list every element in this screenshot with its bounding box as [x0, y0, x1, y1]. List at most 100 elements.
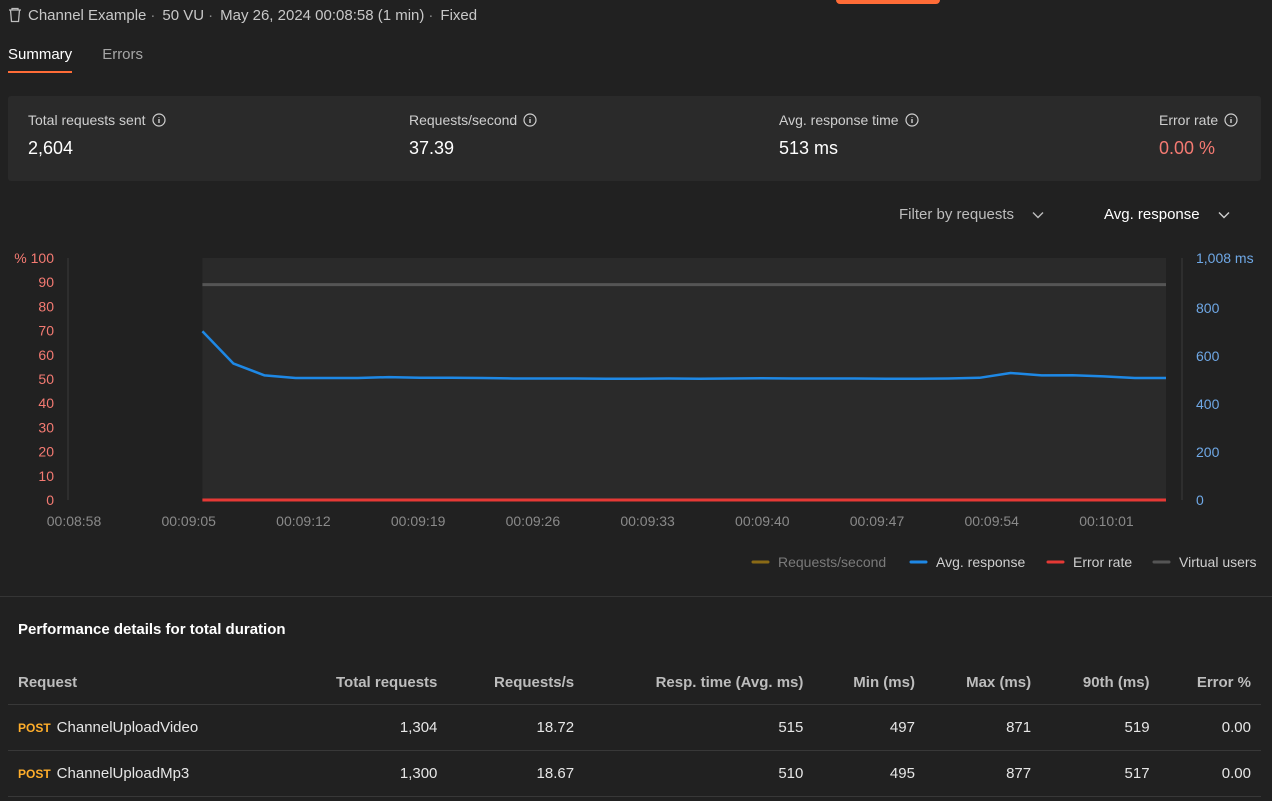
x-axis-tick-label: 00:09:33 [620, 513, 675, 529]
right-axis-max-label: 1,008 ms [1196, 250, 1254, 266]
cell-min: 495 [813, 750, 925, 797]
cell-error: 0.00 [1159, 750, 1261, 797]
x-axis-tick-label: 00:08:58 [47, 513, 102, 529]
run-again-button[interactable] [836, 0, 940, 4]
cell-max: 871 [924, 704, 1042, 751]
column-header: Min (ms) [813, 660, 925, 705]
http-method-badge: POST [18, 721, 51, 735]
table-header-row: Request Total requests Requests/s Resp. … [8, 660, 1261, 705]
load-profile: Fixed [440, 6, 478, 24]
dropdown-label: Avg. response [1104, 206, 1200, 223]
run-timestamp: May 26, 2024 00:08:58 (1 min) [220, 6, 425, 24]
x-axis-tick-label: 00:10:01 [1079, 513, 1134, 529]
right-axis-tick-label: 600 [1196, 348, 1220, 364]
left-axis-tick-label: 10 [38, 468, 54, 484]
section-divider [0, 596, 1272, 597]
left-axis-tick-label: 90 [38, 274, 54, 290]
performance-title: Performance details for total duration [18, 621, 286, 638]
summary-panel: Total requests sent 2,604 Requests/secon… [8, 96, 1261, 181]
cell-avg: 515 [584, 704, 814, 751]
cell-total: 1,300 [281, 750, 448, 797]
legend-item: Error rate [1073, 554, 1132, 570]
cell-rps: 18.72 [447, 704, 585, 751]
chevron-down-icon [1218, 211, 1230, 218]
cell-rps: 18.67 [447, 750, 585, 797]
cell-max: 877 [924, 750, 1042, 797]
left-axis-tick-label: 60 [38, 347, 54, 363]
legend-item: Virtual users [1179, 554, 1257, 570]
left-axis-tick-label: 30 [38, 419, 54, 435]
cell-p90: 517 [1041, 750, 1160, 797]
metric-label: Avg. response time [779, 112, 899, 128]
right-axis-tick-label: 200 [1196, 444, 1220, 460]
x-axis-tick-label: 00:09:19 [391, 513, 446, 529]
performance-chart: 0 10 20 30 40 50 60 70 80 90 % 100 0 200 400 600 800 1,0… [14, 250, 1257, 570]
collection-icon [9, 7, 21, 23]
x-axis-tick-label: 00:09:05 [161, 513, 216, 529]
tab-summary[interactable]: Summary [8, 46, 73, 73]
cell-p90: 519 [1041, 704, 1160, 751]
request-name: ChannelUploadMp3 [56, 765, 190, 782]
info-icon[interactable] [523, 113, 537, 127]
x-axis-tick-label: 00:09:40 [735, 513, 790, 529]
metric-requests-per-second: Requests/second 37.39 [409, 112, 537, 159]
metric-value: 0.00 % [1159, 138, 1216, 158]
column-header: Error % [1159, 660, 1261, 705]
table-row[interactable]: POST ChannelUploadMp3 1,300 18.67 510 495… [8, 750, 1261, 797]
separator: · [208, 6, 214, 24]
separator: · [428, 6, 434, 24]
column-header: Requests/s [447, 660, 585, 705]
metric-select-dropdown[interactable]: Avg. response [1104, 206, 1230, 223]
performance-table: Request Total requests Requests/s Resp. … [8, 660, 1261, 797]
column-header: Resp. time (Avg. ms) [584, 660, 814, 705]
cell-avg: 510 [584, 750, 814, 797]
x-axis-tick-label: 00:09:12 [276, 513, 331, 529]
metric-label: Total requests sent [28, 112, 146, 128]
metric-avg-response: Avg. response time 513 ms [779, 112, 919, 159]
chevron-down-icon [1032, 211, 1044, 218]
info-icon[interactable] [904, 113, 919, 127]
column-header: 90th (ms) [1041, 660, 1160, 705]
left-axis-tick-label: 80 [38, 298, 54, 314]
right-axis-tick-label: 0 [1196, 492, 1204, 508]
legend-item: Requests/second [778, 554, 886, 570]
metric-label: Error rate [1159, 112, 1219, 128]
x-axis-tick-label: 00:09:47 [850, 513, 905, 529]
dropdown-label: Filter by requests [899, 206, 1015, 223]
collection-name: Channel Example [28, 6, 147, 24]
x-axis-tick-label: 00:09:26 [506, 513, 561, 529]
info-icon[interactable] [1224, 113, 1238, 127]
series-line-avg-response [201, 330, 1166, 381]
column-header: Request [8, 660, 282, 705]
left-axis-tick-label: 70 [38, 323, 54, 339]
metric-value: 37.39 [409, 138, 455, 158]
left-axis-tick-label: % 100 [14, 250, 54, 266]
metric-total-requests: Total requests sent 2,604 [28, 112, 166, 159]
left-axis-tick-label: 50 [38, 371, 54, 387]
http-method-badge: POST [18, 767, 51, 781]
metric-value: 513 ms [779, 138, 839, 158]
legend-item: Avg. response [936, 554, 1025, 570]
column-header: Max (ms) [924, 660, 1042, 705]
cell-error: 0.00 [1159, 704, 1261, 751]
cell-min: 497 [813, 704, 925, 751]
left-axis-tick-label: 40 [38, 395, 54, 411]
request-name: ChannelUploadVideo [56, 719, 199, 736]
metric-error-rate: Error rate 0.00 % [1159, 112, 1238, 159]
run-info-bar: Channel Example · 50 VU · May 26, 2024 0… [8, 4, 477, 26]
table-row[interactable]: POST ChannelUploadVideo 1,304 18.72 515 4… [8, 704, 1261, 751]
left-axis-tick-label: 0 [46, 492, 54, 508]
metric-value: 2,604 [28, 138, 74, 158]
column-header: Total requests [281, 660, 448, 705]
virtual-users-count: 50 VU [162, 6, 205, 24]
tab-bar: Summary Errors [8, 46, 143, 73]
right-axis-tick-label: 800 [1196, 300, 1220, 316]
filter-requests-dropdown[interactable]: Filter by requests [899, 206, 1044, 223]
tab-errors[interactable]: Errors [102, 46, 144, 63]
cell-total: 1,304 [281, 704, 448, 751]
right-axis-tick-label: 400 [1196, 396, 1220, 412]
x-axis-tick-label: 00:09:54 [964, 513, 1019, 529]
metric-label: Requests/second [409, 112, 518, 128]
info-icon[interactable] [151, 113, 166, 127]
left-axis-tick-label: 20 [38, 444, 54, 460]
